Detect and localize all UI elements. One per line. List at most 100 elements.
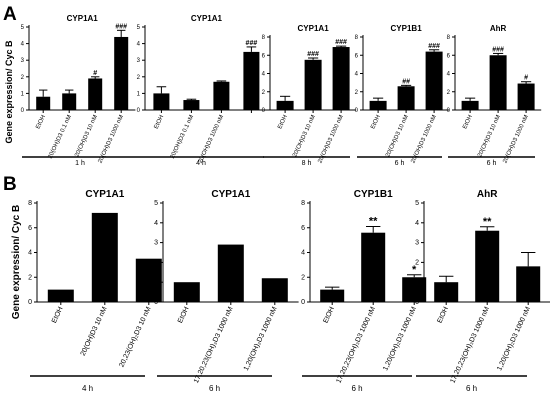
panel-letter-b: B: [3, 174, 17, 195]
x-tick-label: 20(OH)D3 0.1 nM: [170, 114, 195, 159]
x-tick-label: 1,20(OH)₂D3 1000 nM: [243, 306, 279, 372]
bar: [461, 100, 479, 110]
y-tick-label: 2: [154, 259, 158, 266]
chart-panels: CYP1A1 0 1 2 3 4 5 EtOH 20(OH)D3 0.1 nM #20(OH)D3…: [21, 14, 550, 393]
x-tick-label: EtOH: [277, 114, 289, 130]
x-tick-label: 20(OH)D3 10 nM: [80, 306, 109, 357]
bar: [425, 51, 443, 110]
bar: [153, 93, 170, 110]
y-tick-label: 4: [355, 72, 359, 78]
significance-label: ###: [115, 23, 127, 30]
y-tick-label: 2: [301, 274, 305, 281]
y-tick-label: 0: [28, 299, 32, 306]
y-tick-label: 2: [137, 75, 141, 81]
y-tick-label: 1: [154, 279, 158, 286]
y-tick-label: 0: [301, 299, 305, 306]
chart-title: CYP1A1: [67, 14, 99, 23]
bar: [243, 51, 260, 110]
y-tick-label: 4: [21, 42, 25, 48]
significance-label: ###: [492, 46, 504, 53]
y-tick-label: 1: [137, 91, 141, 97]
chart-panel-1: CYP1A1 0 1 2 3 4 5 EtOH 20(OH)D3 0.1 nM #20(OH)D3…: [21, 14, 138, 167]
time-label: 8 h: [302, 160, 312, 167]
chart-title: CYP1B1: [354, 189, 393, 200]
time-label: 1 h: [75, 160, 85, 167]
x-tick-label: 20(OH)D3 10 nM: [477, 114, 502, 158]
x-tick-label: 20(OH)D3 10 nM: [74, 114, 99, 158]
bar: [183, 100, 200, 110]
y-tick-label: 3: [154, 240, 158, 247]
bar: [276, 100, 294, 110]
significance-label: #: [524, 75, 528, 82]
significance-label: **: [483, 216, 492, 228]
bar: [516, 266, 541, 302]
y-tick-label: 2: [447, 90, 451, 96]
y-tick-label: 2: [28, 274, 32, 281]
y-tick-label: 8: [447, 35, 451, 41]
y-tick-label: 2: [21, 75, 25, 81]
y-axis-label-a: Gene expression/ Cyc B: [4, 40, 14, 144]
y-tick-label: 0: [262, 108, 266, 114]
significance-label: *: [412, 264, 417, 276]
bar: [397, 86, 415, 110]
bar: [135, 258, 162, 302]
x-tick-label: EtOH: [154, 114, 166, 130]
x-tick-label: 17,20,23(OH)₃D3 1000 nM: [193, 306, 235, 385]
y-tick-label: 0: [21, 108, 25, 114]
y-tick-label: 2: [355, 90, 359, 96]
y-tick-label: 6: [355, 53, 359, 59]
chart-title: CYP1A1: [298, 24, 330, 33]
y-tick-label: 8: [301, 200, 305, 207]
y-tick-label: 6: [262, 53, 266, 59]
y-tick-label: 2: [262, 90, 266, 96]
x-tick-label: EtOH: [51, 306, 65, 324]
y-tick-label: 5: [137, 25, 141, 31]
y-tick-label: 0: [415, 299, 419, 306]
bar: [489, 55, 507, 110]
bar: [402, 277, 427, 302]
x-tick-label: EtOH: [436, 306, 450, 324]
x-tick-label: EtOH: [35, 114, 47, 130]
chart-title: CYP1A1: [85, 189, 124, 200]
chart-panel-9: AhR 0 1 2 3 4 5 EtOH ** 17,20,23(OH)₃D3 1000 nM 1,…: [415, 189, 550, 393]
chart-title: AhR: [477, 189, 498, 200]
time-label: 6 h: [466, 384, 477, 393]
time-label: 6 h: [395, 160, 405, 167]
x-tick-label: 17,20,23(OH)₃D3 1000 nM: [449, 306, 491, 385]
bar: [213, 81, 230, 110]
bar: [261, 278, 288, 302]
bar: [361, 232, 386, 302]
bar: [475, 230, 500, 302]
chart-title: AhR: [490, 24, 507, 33]
y-tick-label: 4: [154, 220, 158, 227]
bar: [36, 96, 51, 110]
y-tick-label: 8: [355, 35, 359, 41]
y-tick-label: 4: [137, 42, 141, 48]
bar: [517, 83, 535, 110]
x-tick-label: EtOH: [177, 306, 191, 324]
bar: [91, 212, 118, 302]
time-label: 6 h: [209, 384, 220, 393]
bar: [320, 289, 345, 302]
bar: [62, 93, 77, 110]
y-tick-label: 2: [415, 259, 419, 266]
y-tick-label: 4: [415, 220, 419, 227]
y-tick-label: 8: [262, 35, 266, 41]
y-tick-label: 4: [301, 250, 305, 257]
y-tick-label: 0: [447, 108, 451, 114]
bar: [304, 59, 322, 110]
y-tick-label: 8: [28, 200, 32, 207]
panel-letter-a: A: [3, 4, 17, 25]
y-tick-label: 5: [415, 200, 419, 207]
y-tick-label: 0: [154, 299, 158, 306]
significance-label: ###: [307, 51, 319, 58]
bar: [88, 78, 103, 110]
significance-label: **: [369, 216, 378, 228]
x-tick-label: EtOH: [462, 114, 474, 130]
significance-label: ###: [246, 40, 258, 47]
y-tick-label: 4: [447, 72, 451, 78]
